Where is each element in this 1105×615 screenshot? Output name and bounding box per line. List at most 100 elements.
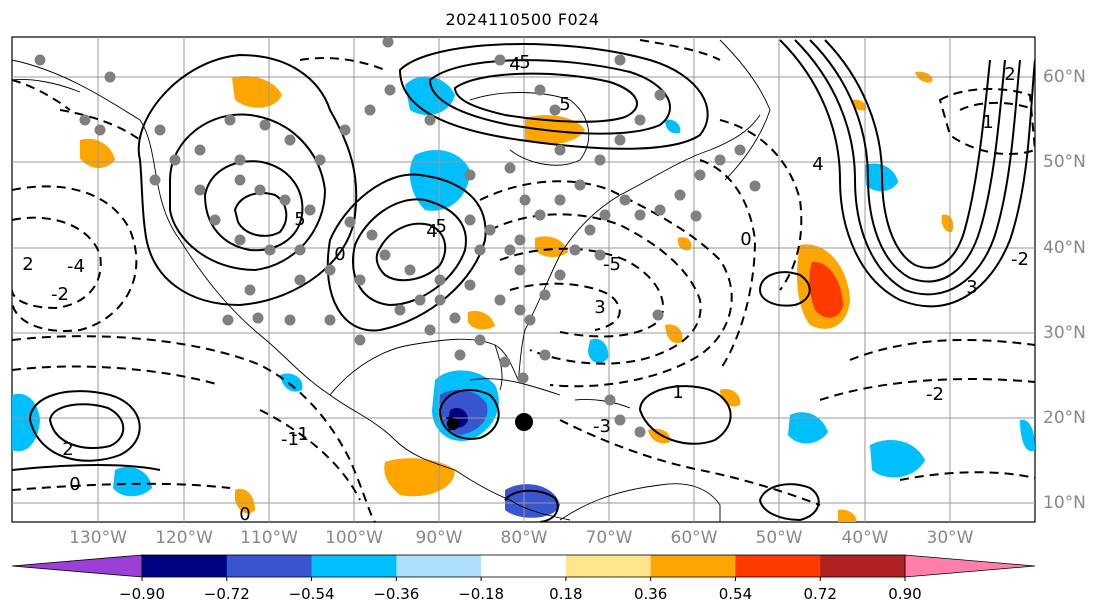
station-dot bbox=[154, 124, 166, 136]
station-dot bbox=[414, 294, 426, 306]
colorbar-tick-label: 0.36 bbox=[633, 585, 668, 603]
contour-label: -2 bbox=[1011, 249, 1029, 270]
latitude-label: 20°N bbox=[1043, 408, 1086, 428]
station-dot bbox=[384, 84, 396, 96]
station-dot bbox=[690, 210, 702, 222]
station-dot bbox=[434, 274, 446, 286]
station-dot bbox=[519, 194, 531, 206]
colorbar-tick-label: −0.72 bbox=[203, 585, 250, 603]
station-dot bbox=[674, 189, 686, 201]
contour-label: 3 bbox=[594, 297, 605, 318]
contour-dashed bbox=[59, 109, 141, 141]
station-dot bbox=[252, 312, 264, 324]
contour-solid bbox=[504, 489, 559, 522]
station-dot bbox=[424, 114, 436, 126]
contour-label: 3 bbox=[444, 414, 455, 435]
station-dot bbox=[634, 426, 646, 438]
storm-center-marker bbox=[515, 413, 533, 431]
station-dot bbox=[379, 249, 391, 261]
station-dot bbox=[554, 194, 566, 206]
shade-blob bbox=[535, 236, 568, 258]
station-dot bbox=[284, 314, 296, 326]
station-dot bbox=[654, 89, 666, 101]
coastline-greenland bbox=[719, 39, 771, 181]
station-dot bbox=[594, 154, 606, 166]
shade-blob bbox=[468, 310, 495, 330]
coastline-cuba bbox=[469, 378, 561, 396]
station-dot bbox=[209, 214, 221, 226]
contour-label: 5 bbox=[559, 94, 570, 115]
station-dot bbox=[614, 134, 626, 146]
map-title: 2024110500 F024 bbox=[445, 10, 600, 29]
station-dot bbox=[224, 114, 236, 126]
contour-label: -1 bbox=[291, 424, 309, 445]
station-dot bbox=[279, 194, 291, 206]
contour-dashed bbox=[959, 101, 1031, 111]
station-dot bbox=[749, 180, 761, 192]
contour-solid bbox=[428, 59, 671, 135]
shade-blob bbox=[809, 261, 843, 318]
station-dot bbox=[339, 124, 351, 136]
station-dot bbox=[234, 234, 246, 246]
contour-label: 0 bbox=[740, 229, 751, 250]
longitude-label: 80°W bbox=[500, 528, 548, 548]
contour-solid bbox=[438, 389, 500, 440]
longitude-label: 40°W bbox=[841, 528, 889, 548]
station-dot bbox=[714, 154, 726, 166]
contour-dashed bbox=[12, 216, 102, 310]
station-dot bbox=[259, 119, 271, 131]
station-dot bbox=[194, 184, 206, 196]
contour-dashed bbox=[259, 409, 361, 501]
station-dot bbox=[654, 204, 666, 216]
longitude-label: 110°W bbox=[240, 528, 298, 548]
station-markers bbox=[34, 37, 761, 438]
colorbar-tick-label: 0.72 bbox=[803, 585, 837, 603]
station-dot bbox=[464, 279, 476, 291]
contour-label: 2 bbox=[62, 439, 73, 460]
station-dot bbox=[354, 274, 366, 286]
longitude-label: 50°W bbox=[755, 528, 803, 548]
station-dot bbox=[94, 124, 106, 136]
station-dot bbox=[619, 194, 631, 206]
contour-dashed bbox=[819, 378, 1035, 401]
station-dot bbox=[554, 269, 566, 281]
longitude-label: 90°W bbox=[415, 528, 463, 548]
colorbar-tick-label: −0.90 bbox=[119, 585, 165, 603]
shade-blob bbox=[720, 389, 741, 407]
station-dot bbox=[404, 264, 416, 276]
station-dot bbox=[594, 249, 606, 261]
latitude-label: 10°N bbox=[1043, 493, 1086, 513]
station-dot bbox=[449, 312, 461, 324]
station-dot bbox=[424, 324, 436, 336]
shade-blob bbox=[588, 338, 609, 364]
contour-dashed bbox=[849, 339, 1035, 361]
contour-solid bbox=[48, 403, 125, 449]
dashed-contours bbox=[12, 39, 1035, 522]
shade-blob bbox=[870, 440, 925, 478]
contour-solid bbox=[453, 72, 638, 123]
station-dot bbox=[514, 264, 526, 276]
station-dot bbox=[474, 244, 486, 256]
contour-solid bbox=[137, 53, 358, 307]
contour-solid bbox=[326, 173, 487, 332]
contour-dashed bbox=[639, 39, 721, 61]
station-dot bbox=[614, 54, 626, 66]
contour-label: -3 bbox=[593, 416, 611, 437]
station-dot bbox=[514, 304, 526, 316]
station-dot bbox=[354, 334, 366, 346]
station-dot bbox=[554, 144, 566, 156]
station-dot bbox=[569, 244, 581, 256]
station-dot bbox=[314, 154, 326, 166]
station-dot bbox=[652, 309, 664, 321]
colorbar-tick-label: 0.90 bbox=[888, 585, 922, 603]
station-dot bbox=[549, 104, 561, 116]
colorbar-tick-label: −0.18 bbox=[458, 585, 505, 603]
station-dot bbox=[222, 314, 234, 326]
contour-label: -2 bbox=[51, 284, 69, 305]
map-gridlines bbox=[12, 37, 1035, 522]
longitude-label: 60°W bbox=[670, 528, 718, 548]
contour-solid bbox=[779, 39, 1035, 308]
station-dot bbox=[474, 334, 486, 346]
contour-label: 2 bbox=[22, 254, 33, 275]
station-dot bbox=[304, 204, 316, 216]
